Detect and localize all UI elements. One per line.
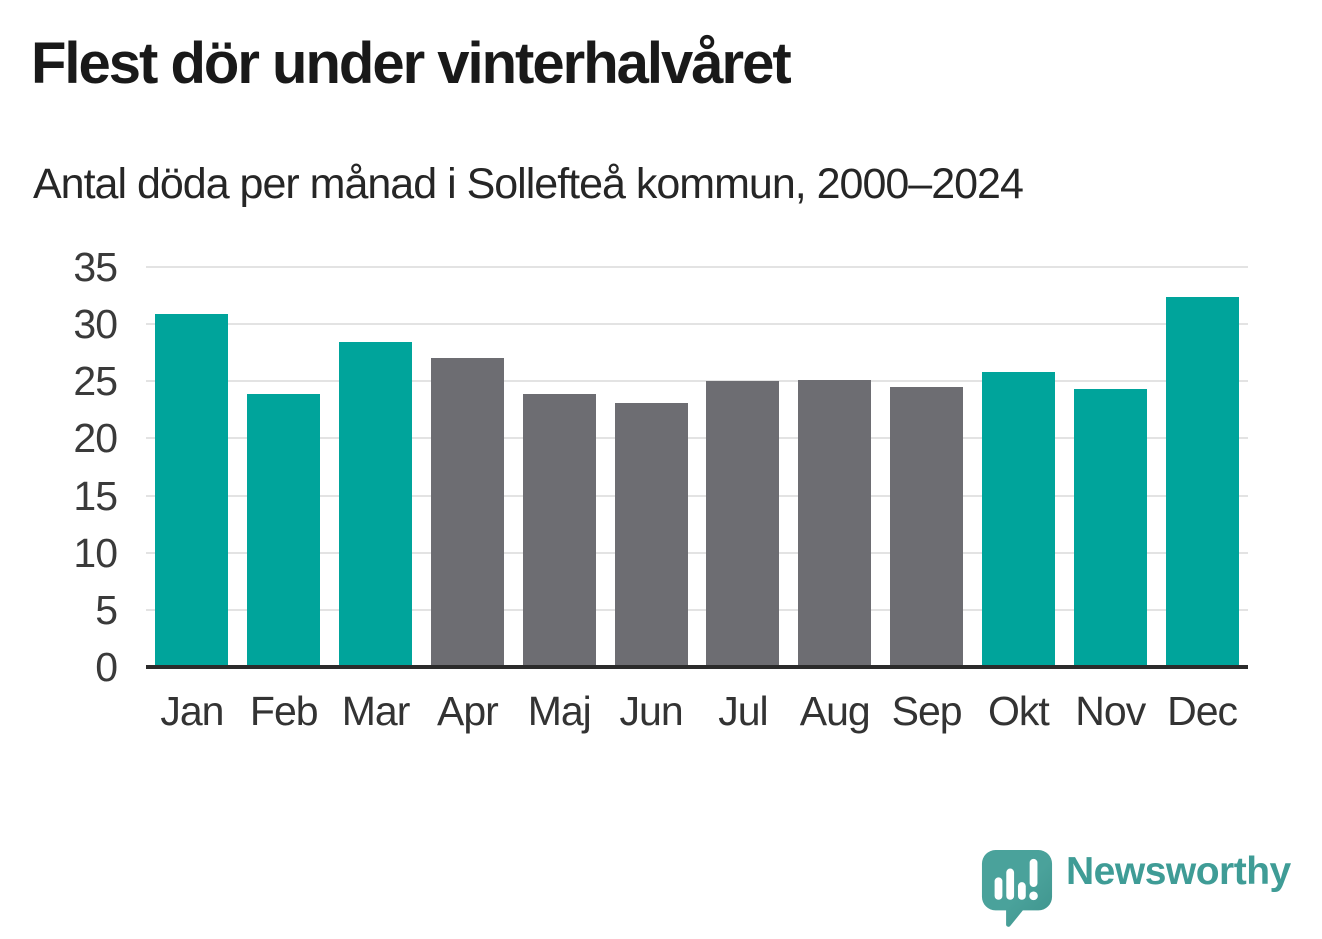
logo-exclamation-dot xyxy=(1029,891,1038,901)
x-tick-label-aug: Aug xyxy=(799,688,871,734)
bar-feb xyxy=(247,393,321,667)
bar-mar xyxy=(339,342,413,667)
chart-title: Flest dör under vinterhalvåret xyxy=(31,31,792,96)
x-tick-label-jun: Jun xyxy=(619,688,684,734)
y-tick-label-30: 30 xyxy=(73,301,118,348)
x-tick-label-feb: Feb xyxy=(249,688,319,734)
gridline-y-20 xyxy=(146,437,1248,440)
y-axis-labels: 0 5 10 15 20 25 30 35 xyxy=(0,244,118,690)
bar-okt xyxy=(981,372,1055,667)
bar-nov xyxy=(1073,389,1147,667)
x-tick-label-nov: Nov xyxy=(1075,688,1146,734)
x-tick-label-apr: Apr xyxy=(437,688,499,734)
bar-jul xyxy=(706,381,780,667)
y-tick-label-25: 25 xyxy=(73,358,118,405)
bar-chart-plot-area xyxy=(146,266,1248,669)
bar-sep xyxy=(890,387,964,667)
y-tick-label-15: 15 xyxy=(73,472,118,519)
gridline-y-10 xyxy=(146,551,1248,554)
gridline-y-25 xyxy=(146,380,1248,383)
chart-subtitle: Antal döda per månad i Sollefteå kommun,… xyxy=(33,160,1024,208)
bar-maj xyxy=(522,393,596,667)
bar-jun xyxy=(614,403,688,667)
speech-bubble-shape xyxy=(981,850,1053,927)
x-tick-label-mar: Mar xyxy=(341,688,411,734)
gridline-y-5 xyxy=(146,608,1248,611)
x-axis-line xyxy=(146,665,1248,669)
x-tick-label-maj: Maj xyxy=(527,688,592,734)
bar-dec xyxy=(1165,296,1239,667)
newsworthy-logo-text: Newsworthy xyxy=(1066,850,1291,893)
gridline-y-15 xyxy=(146,494,1248,497)
gridline-y-30 xyxy=(146,323,1248,326)
x-axis-labels: Jan Feb Mar Apr Maj Jun Jul Aug Sep Okt Nov Dec xyxy=(146,688,1248,738)
y-tick-label-35: 35 xyxy=(73,244,118,290)
x-tick-label-dec: Dec xyxy=(1167,688,1238,734)
y-tick-label-20: 20 xyxy=(73,415,118,462)
y-tick-label-10: 10 xyxy=(73,529,118,576)
x-tick-label-sep: Sep xyxy=(891,688,963,734)
y-tick-label-0: 0 xyxy=(95,644,118,690)
bar-aug xyxy=(798,380,872,667)
gridline-y-35 xyxy=(146,266,1248,268)
bar-apr xyxy=(430,358,504,667)
x-tick-label-jan: Jan xyxy=(160,688,224,734)
newsworthy-logo: Newsworthy xyxy=(980,848,1291,930)
newsworthy-logo-icon xyxy=(981,850,1053,927)
x-tick-label-jul: Jul xyxy=(718,688,768,734)
bar-jan xyxy=(155,313,229,667)
x-tick-label-okt: Okt xyxy=(988,688,1050,734)
y-tick-label-5: 5 xyxy=(95,586,118,633)
